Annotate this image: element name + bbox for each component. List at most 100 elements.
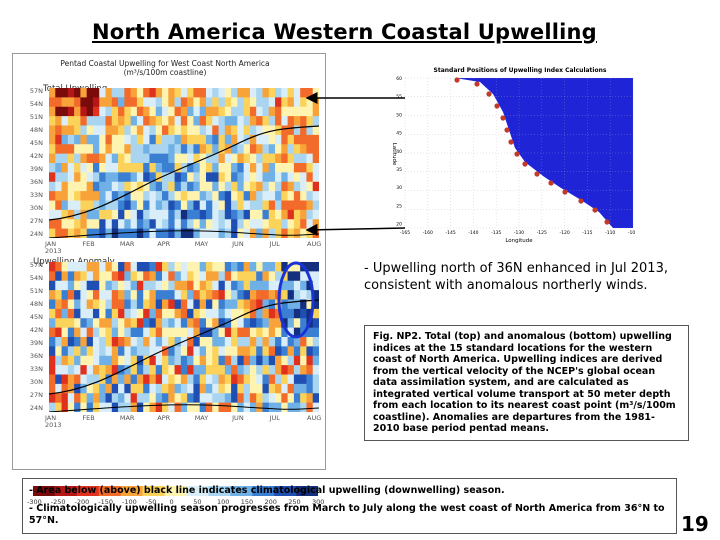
colorbar-tick: -250 bbox=[50, 498, 66, 506]
map-lat-tick: 25 bbox=[396, 203, 402, 209]
colorbar-swatch bbox=[208, 486, 231, 496]
map-lat-tick: 40 bbox=[396, 149, 402, 155]
station-marker bbox=[604, 219, 610, 225]
station-marker bbox=[504, 127, 510, 133]
heatmap-cell bbox=[61, 219, 69, 230]
heatmap-cell bbox=[218, 393, 226, 404]
heatmap-cell bbox=[86, 163, 94, 173]
heatmap-cell bbox=[49, 88, 56, 98]
heatmap-cell bbox=[118, 262, 125, 272]
heatmap-cell bbox=[124, 327, 132, 338]
heatmap-cell bbox=[262, 134, 270, 145]
colorbar-tick: 100 bbox=[217, 498, 230, 506]
heatmap-cell bbox=[193, 308, 201, 319]
heatmap-cell bbox=[80, 280, 88, 291]
heatmap-cell bbox=[312, 106, 319, 117]
heatmap-cell bbox=[300, 181, 307, 192]
heatmap-cell bbox=[162, 116, 169, 126]
heatmap-cell bbox=[268, 134, 276, 145]
heatmap-cell bbox=[231, 200, 238, 211]
heatmap-cell bbox=[136, 299, 144, 310]
heatmap-cell bbox=[237, 88, 245, 98]
heatmap-cell bbox=[92, 346, 100, 357]
heatmap-cell bbox=[124, 219, 132, 230]
heatmap-cell bbox=[86, 383, 94, 394]
heatmap-cell bbox=[168, 172, 175, 183]
heatmap-cell bbox=[49, 228, 56, 238]
heatmap-cell bbox=[199, 125, 207, 136]
heatmap-cell bbox=[92, 153, 100, 164]
heatmap-cell bbox=[205, 172, 213, 183]
heatmap-cell bbox=[162, 299, 169, 310]
heatmap-cell bbox=[143, 262, 150, 272]
heatmap-cell bbox=[224, 393, 232, 404]
map-title: Standard Positions of Upwelling Index Ca… bbox=[434, 67, 607, 74]
heatmap-cell bbox=[212, 163, 219, 173]
heatmap-cell bbox=[149, 262, 157, 272]
heatmap-cell bbox=[49, 271, 56, 282]
colorbar-tick: 150 bbox=[240, 498, 254, 506]
heatmap-cell bbox=[92, 308, 100, 319]
heatmap-cell bbox=[262, 97, 270, 108]
heatmap-cell bbox=[149, 116, 157, 126]
heatmap-cell bbox=[155, 125, 163, 136]
heatmap-cell bbox=[306, 290, 314, 300]
heatmap-cell bbox=[111, 200, 119, 211]
heatmap-cell bbox=[193, 346, 201, 357]
heatmap-cell bbox=[111, 191, 119, 201]
heatmap-cell bbox=[92, 209, 100, 220]
heatmap-cell bbox=[61, 88, 69, 98]
heatmap-cell bbox=[92, 163, 100, 173]
heatmap-cell bbox=[162, 365, 169, 375]
heatmap-cell bbox=[99, 163, 106, 173]
climatology-line bbox=[49, 125, 319, 221]
heatmap-cell bbox=[143, 383, 150, 394]
heatmap-cell bbox=[300, 172, 307, 183]
heatmap-cell bbox=[130, 153, 138, 164]
heatmap-cell bbox=[55, 200, 62, 211]
heatmap-cell bbox=[86, 116, 94, 126]
heatmap-cell bbox=[74, 116, 81, 126]
slide-title: North America Western Coastal Upwelling bbox=[92, 20, 597, 44]
heatmap-cell bbox=[149, 228, 157, 238]
key-finding: - Upwelling north of 36N enhanced in Jul… bbox=[364, 261, 668, 293]
heatmap-cell bbox=[256, 172, 263, 183]
heatmap-cell bbox=[300, 200, 307, 211]
heatmap-cell bbox=[275, 327, 282, 338]
heatmap-cell bbox=[99, 125, 106, 136]
heatmap-cell bbox=[136, 355, 144, 366]
heatmap-cell bbox=[55, 374, 62, 385]
station-marker bbox=[514, 151, 520, 157]
lat-tick: 36N bbox=[29, 178, 43, 186]
heatmap-cell bbox=[237, 153, 245, 164]
heatmap-cell bbox=[55, 191, 62, 201]
heatmap-cell bbox=[262, 144, 270, 155]
heatmap-cell bbox=[187, 308, 194, 319]
heatmap-cell bbox=[80, 134, 88, 145]
heatmap-cell bbox=[74, 125, 81, 136]
heatmap-cell bbox=[306, 172, 314, 183]
heatmap-cell bbox=[262, 116, 270, 126]
heatmap-cell bbox=[180, 125, 188, 136]
heatmap-cell bbox=[168, 346, 175, 357]
heatmap-cell bbox=[287, 228, 295, 238]
heatmap-cell bbox=[237, 327, 245, 338]
note-bullet-1: - Area below (above) black line indicate… bbox=[29, 485, 505, 496]
heatmap-cell bbox=[118, 383, 125, 394]
heatmap-cell bbox=[300, 318, 307, 329]
heatmap-cell bbox=[212, 144, 219, 155]
heatmap-cell bbox=[61, 346, 69, 357]
heatmap-cell bbox=[187, 144, 194, 155]
heatmap-cell bbox=[124, 290, 132, 300]
heatmap-cell bbox=[268, 153, 276, 164]
heatmap-cell bbox=[118, 181, 125, 192]
figure-header-line1: Pentad Coastal Upwelling for West Coast … bbox=[60, 59, 270, 68]
heatmap-cell bbox=[61, 200, 69, 211]
heatmap-cell bbox=[92, 327, 100, 338]
colorbar-tick: -150 bbox=[98, 498, 114, 506]
heatmap-cell bbox=[99, 280, 106, 291]
heatmap-cell bbox=[130, 200, 138, 211]
heatmap-cell bbox=[218, 163, 226, 173]
heatmap-cell bbox=[55, 144, 62, 155]
heatmap-cell bbox=[268, 280, 276, 291]
